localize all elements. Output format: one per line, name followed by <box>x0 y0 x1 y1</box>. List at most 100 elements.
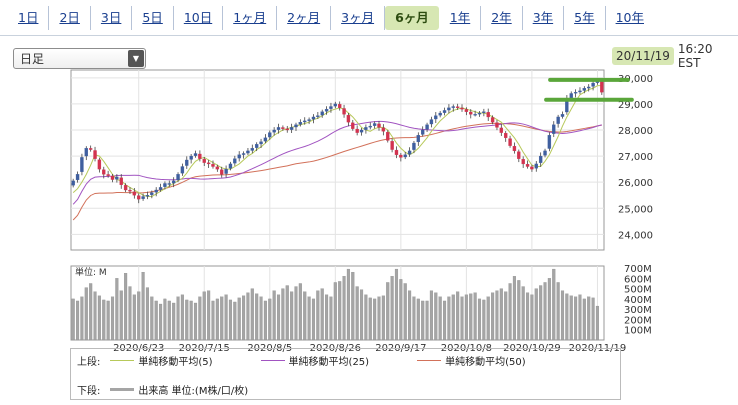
candle-body <box>189 155 193 160</box>
tab-8[interactable]: 6ヶ月 <box>385 6 439 30</box>
candle-body <box>150 192 154 195</box>
candle-body <box>381 127 386 132</box>
volume-bar <box>167 300 171 341</box>
tab-1[interactable]: 2日 <box>49 6 91 30</box>
chevron-down-icon[interactable]: ▼ <box>128 50 144 67</box>
volume-bar <box>390 276 394 341</box>
volume-bar <box>89 283 93 341</box>
candle-body <box>237 154 241 159</box>
candle-body <box>543 150 547 156</box>
tab-13[interactable]: 10年 <box>615 10 644 25</box>
volume-bar <box>285 285 289 341</box>
tab-divider <box>0 35 738 36</box>
timestamp-date: 20/11/19 <box>612 47 674 65</box>
volume-bar <box>128 286 132 341</box>
volume-bar <box>473 292 477 341</box>
volume-bar <box>477 298 482 341</box>
price-tick-label: 26,000 <box>618 178 653 189</box>
volume-bar <box>202 291 206 341</box>
candle-body <box>416 135 421 143</box>
candle-body <box>329 106 333 109</box>
volume-bar <box>547 278 551 341</box>
tab-5[interactable]: 1ヶ月 <box>223 6 278 30</box>
volume-bar <box>137 291 141 341</box>
legend-volume-swatch <box>110 388 135 391</box>
candle-body <box>569 93 573 99</box>
tab-0[interactable]: 1日 <box>8 6 50 30</box>
tab-6[interactable]: 2ヶ月 <box>277 6 332 30</box>
period-select[interactable]: 日足 ▼ <box>13 48 146 69</box>
volume-bar <box>250 288 254 341</box>
tab-7[interactable]: 3ヶ月 <box>331 6 386 30</box>
tab-4[interactable]: 10日 <box>174 6 224 30</box>
volume-bar <box>211 300 215 341</box>
volume-bar <box>176 296 180 341</box>
volume-bar <box>255 293 259 341</box>
volume-bar <box>525 292 530 341</box>
legend-lower-label: 下段: <box>77 386 101 397</box>
tab-3[interactable]: 5日 <box>132 6 174 30</box>
volume-bar <box>180 294 184 341</box>
volume-bar <box>76 300 80 341</box>
volume-unit-label: 単位: M <box>75 266 107 278</box>
candle-body <box>521 159 525 165</box>
volume-bar <box>565 293 569 341</box>
candle-body <box>530 166 534 170</box>
tab-12[interactable]: 5年 <box>564 6 606 30</box>
volume-bar <box>154 300 158 341</box>
candle-body <box>442 110 447 113</box>
price-tick-label: 24,000 <box>618 230 653 241</box>
volume-bar <box>207 290 211 341</box>
candle-body <box>307 119 311 121</box>
volume-bar <box>220 296 224 341</box>
volume-bar <box>124 273 128 341</box>
volume-bar <box>119 290 123 341</box>
volume-bar <box>80 296 84 341</box>
volume-bar <box>517 280 521 341</box>
volume-bar <box>224 294 228 341</box>
tab-9[interactable]: 1年 <box>440 6 482 30</box>
volume-bar <box>294 286 298 341</box>
candle-body <box>355 128 359 133</box>
volume-tick-label: 200M <box>624 315 652 326</box>
candle-body <box>163 183 167 187</box>
volume-tick-label: 700M <box>624 264 652 275</box>
candle-body <box>132 191 137 196</box>
volume-bar <box>521 286 525 341</box>
volume-bar <box>434 292 438 341</box>
volume-bar <box>320 288 324 341</box>
tab-10[interactable]: 2年 <box>481 6 523 30</box>
ma25-line <box>72 120 602 205</box>
candle-body <box>316 115 320 117</box>
candle-body <box>106 174 110 176</box>
candle-body <box>102 169 106 175</box>
volume-bar <box>399 279 403 341</box>
volume-bar <box>268 298 272 341</box>
candle-body <box>115 176 119 180</box>
candle-body <box>534 163 538 169</box>
candle-body <box>254 144 259 148</box>
candle-body <box>171 180 176 184</box>
candle-body <box>145 195 150 197</box>
candle-body <box>193 153 198 156</box>
tab-11[interactable]: 3年 <box>523 6 565 30</box>
candle-body <box>158 187 163 190</box>
tab-2[interactable]: 3日 <box>91 6 133 30</box>
volume-bar <box>185 299 189 341</box>
candle-body <box>412 142 416 150</box>
volume-bar <box>442 300 447 341</box>
volume-bar <box>93 291 97 341</box>
candle-body <box>512 146 517 152</box>
candle-body <box>517 151 521 159</box>
volume-tick-label: 500M <box>624 285 652 296</box>
candle-body <box>80 157 84 172</box>
volume-bar <box>438 296 442 341</box>
volume-bar <box>359 289 364 341</box>
price-tick-label: 29,000 <box>618 100 653 111</box>
volume-bar <box>303 291 307 341</box>
volume-bar <box>355 286 359 341</box>
candle-body <box>368 125 372 128</box>
volume-bar <box>591 297 595 341</box>
candle-body <box>469 111 473 115</box>
volume-bar <box>189 300 193 341</box>
